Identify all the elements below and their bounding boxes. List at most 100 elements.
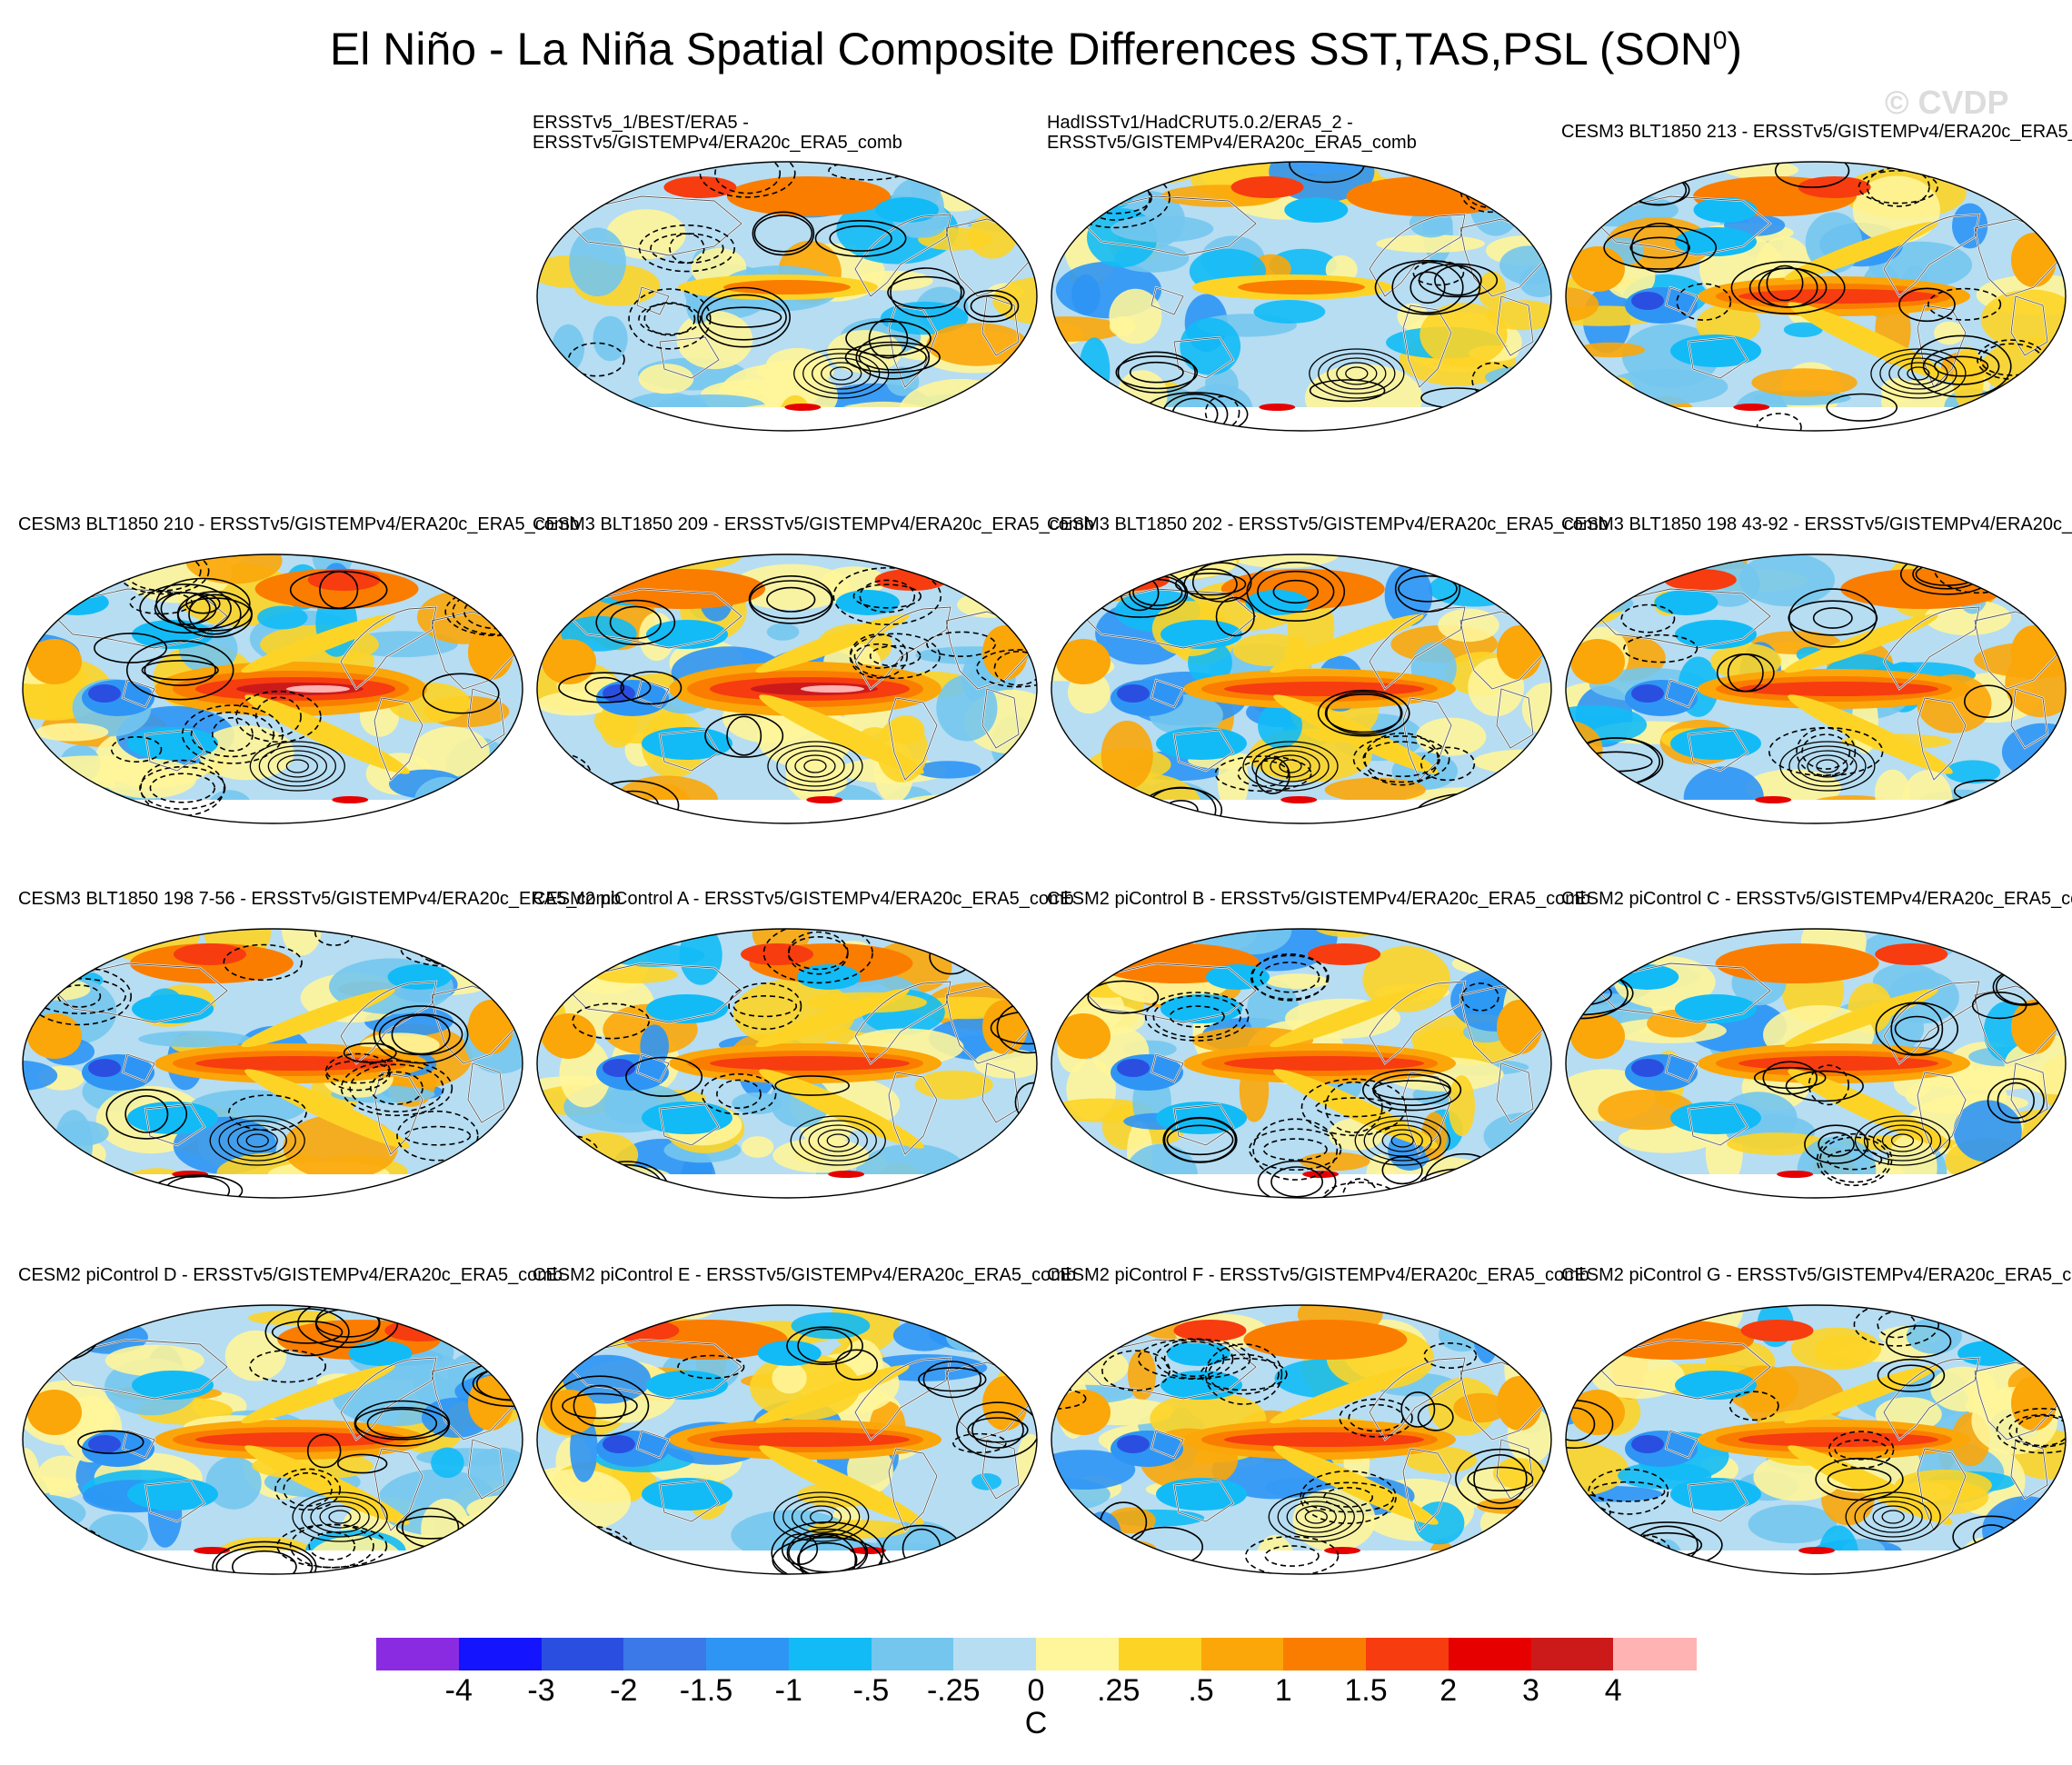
panel-title-line: CESM2 piControl E - ERSSTv5/GISTEMPv4/ER… <box>533 1265 1076 1285</box>
world-map <box>22 553 523 824</box>
map-field <box>1566 554 2066 823</box>
map-panel: CESM2 piControl B - ERSSTv5/GISTEMPv4/ER… <box>1047 880 1590 1225</box>
world-map <box>22 928 523 1199</box>
map-field <box>537 929 1037 1198</box>
colorbar-swatch <box>623 1638 707 1670</box>
panel-title-line: CESM2 piControl B - ERSSTv5/GISTEMPv4/ER… <box>1047 889 1590 909</box>
panel-title-line: HadISSTv1/HadCRUT5.0.2/ERA5_2 - <box>1047 113 1353 133</box>
world-map <box>1051 1304 1552 1575</box>
panel-title: CESM3 BLT1850 198 43-92 - ERSSTv5/GISTEM… <box>1561 514 2072 534</box>
map-panel: CESM3 BLT1850 213 - ERSSTv5/GISTEMPv4/ER… <box>1561 113 2072 458</box>
map-field <box>1051 1305 1551 1574</box>
colorbar-swatch <box>1448 1638 1531 1670</box>
map-field <box>537 554 1037 823</box>
colorbar-tick-label: 1 <box>1274 1673 1292 1708</box>
colorbar-tick-label: 3 <box>1522 1673 1539 1708</box>
world-map <box>1051 161 1552 432</box>
colorbar-tick-label: -.25 <box>926 1673 981 1708</box>
world-map <box>536 1304 1038 1575</box>
colorbar-tick-label: 0 <box>1027 1673 1045 1708</box>
panel-title: CESM2 piControl A - ERSSTv5/GISTEMPv4/ER… <box>533 889 1074 909</box>
panel-title-line: CESM3 BLT1850 202 - ERSSTv5/GISTEMPv4/ER… <box>1047 514 1609 534</box>
panel-title-line: CESM2 piControl F - ERSSTv5/GISTEMPv4/ER… <box>1047 1265 1589 1285</box>
colorbar-tick-label: .5 <box>1188 1673 1214 1708</box>
panel-title: CESM2 piControl D - ERSSTv5/GISTEMPv4/ER… <box>18 1265 563 1285</box>
panel-title: CESM2 piControl B - ERSSTv5/GISTEMPv4/ER… <box>1047 889 1590 909</box>
colorbar-swatch <box>1118 1638 1201 1670</box>
colorbar-tick-label: 1.5 <box>1344 1673 1388 1708</box>
map-panel: CESM3 BLT1850 198 43-92 - ERSSTv5/GISTEM… <box>1561 505 2072 851</box>
map-field <box>23 929 523 1198</box>
map-panel: CESM2 piControl F - ERSSTv5/GISTEMPv4/ER… <box>1047 1256 1589 1600</box>
map-panel: CESM3 BLT1850 202 - ERSSTv5/GISTEMPv4/ER… <box>1047 505 1609 851</box>
map-field <box>23 1305 523 1574</box>
colorbar-unit-label: C <box>1024 1706 1048 1740</box>
colorbar-tick-label: .25 <box>1097 1673 1141 1708</box>
map-field <box>1566 929 2066 1198</box>
world-map <box>22 1304 523 1575</box>
map-field <box>1566 162 2066 431</box>
colorbar-swatch <box>1036 1638 1120 1670</box>
panel-title: CESM2 piControl C - ERSSTv5/GISTEMPv4/ER… <box>1561 889 2072 909</box>
panel-title-line: CESM3 BLT1850 198 43-92 - ERSSTv5/GISTEM… <box>1561 514 2072 534</box>
map-panel: CESM3 BLT1850 210 - ERSSTv5/GISTEMPv4/ER… <box>18 505 580 851</box>
world-map <box>536 553 1038 824</box>
colorbar-swatch <box>1613 1638 1697 1670</box>
map-field <box>1051 554 1551 823</box>
panel-title: CESM2 piControl F - ERSSTv5/GISTEMPv4/ER… <box>1047 1265 1589 1285</box>
world-map <box>1565 1304 2067 1575</box>
colorbar-swatch <box>706 1638 790 1670</box>
world-map <box>1051 928 1552 1199</box>
map-field <box>1051 162 1551 431</box>
panel-title: CESM3 BLT1850 213 - ERSSTv5/GISTEMPv4/ER… <box>1561 122 2072 142</box>
map-panel: CESM2 piControl G - ERSSTv5/GISTEMPv4/ER… <box>1561 1256 2072 1600</box>
map-panel: CESM3 BLT1850 198 7-56 - ERSSTv5/GISTEMP… <box>18 880 622 1225</box>
watermark: © CVDP <box>1885 84 2009 121</box>
colorbar-swatch <box>871 1638 954 1670</box>
panel-title-line: CESM3 BLT1850 210 - ERSSTv5/GISTEMPv4/ER… <box>18 514 580 534</box>
colorbar-tick-label: -1 <box>774 1673 802 1708</box>
world-map <box>1565 161 2067 432</box>
panel-title-line: ERSSTv5_1/BEST/ERA5 - <box>533 113 749 133</box>
colorbar-tick-label: 2 <box>1439 1673 1458 1708</box>
panel-title: CESM2 piControl G - ERSSTv5/GISTEMPv4/ER… <box>1561 1265 2072 1285</box>
map-panel: CESM2 piControl C - ERSSTv5/GISTEMPv4/ER… <box>1561 880 2072 1225</box>
world-map <box>1565 553 2067 824</box>
world-map <box>536 928 1038 1199</box>
colorbar-swatch <box>1366 1638 1449 1670</box>
map-panel-grid: ERSSTv5_1/BEST/ERA5 - ERSSTv5/GISTEMPv4/E… <box>18 113 2072 1600</box>
panel-title: CESM3 BLT1850 202 - ERSSTv5/GISTEMPv4/ER… <box>1047 514 1609 534</box>
map-panel: ERSSTv5_1/BEST/ERA5 - ERSSTv5/GISTEMPv4/E… <box>533 113 1041 458</box>
panel-title-line: CESM2 piControl D - ERSSTv5/GISTEMPv4/ER… <box>18 1265 563 1285</box>
panel-title-line: CESM2 piControl A - ERSSTv5/GISTEMPv4/ER… <box>533 889 1074 909</box>
colorbar-tick-label: 4 <box>1604 1673 1622 1708</box>
panel-title-line: CESM2 piControl C - ERSSTv5/GISTEMPv4/ER… <box>1561 889 2072 909</box>
panel-title: CESM3 BLT1850 210 - ERSSTv5/GISTEMPv4/ER… <box>18 514 580 534</box>
map-field <box>537 1305 1037 1574</box>
colorbar-swatch <box>953 1638 1037 1670</box>
panel-title-line: CESM3 BLT1850 209 - ERSSTv5/GISTEMPv4/ER… <box>533 514 1094 534</box>
panel-title-line: CESM3 BLT1850 198 7-56 - ERSSTv5/GISTEMP… <box>18 889 622 909</box>
colorbar-swatch <box>1200 1638 1284 1670</box>
map-field <box>23 554 523 823</box>
panel-title-line: CESM2 piControl G - ERSSTv5/GISTEMPv4/ER… <box>1561 1265 2072 1285</box>
panel-title: ERSSTv5_1/BEST/ERA5 - ERSSTv5/GISTEMPv4/E… <box>533 113 1041 153</box>
colorbar-swatch <box>376 1638 460 1670</box>
panel-title-line: ERSSTv5/GISTEMPv4/ERA20c_ERA5_comb <box>1047 133 1417 153</box>
panel-title: CESM2 piControl E - ERSSTv5/GISTEMPv4/ER… <box>533 1265 1076 1285</box>
colorbar <box>376 1638 1697 1670</box>
colorbar-tick-label: -1.5 <box>679 1673 733 1708</box>
map-field <box>1051 929 1551 1198</box>
map-panel: HadISSTv1/HadCRUT5.0.2/ERA5_2 - ERSSTv5/G… <box>1047 113 1556 458</box>
map-panel: CESM3 BLT1850 209 - ERSSTv5/GISTEMPv4/ER… <box>533 505 1094 851</box>
panel-title-line: CESM3 BLT1850 213 - ERSSTv5/GISTEMPv4/ER… <box>1561 122 2072 142</box>
page-title: El Niño - La Niña Spatial Composite Diff… <box>329 24 1743 75</box>
world-map <box>1051 553 1552 824</box>
colorbar-tick-label: -2 <box>610 1673 638 1708</box>
map-panel: CESM2 piControl E - ERSSTv5/GISTEMPv4/ER… <box>533 1256 1076 1600</box>
colorbar-tick-label: -.5 <box>852 1673 890 1708</box>
colorbar-swatch <box>788 1638 872 1670</box>
world-map <box>1565 928 2067 1199</box>
map-field <box>537 162 1037 431</box>
world-map <box>536 161 1038 432</box>
